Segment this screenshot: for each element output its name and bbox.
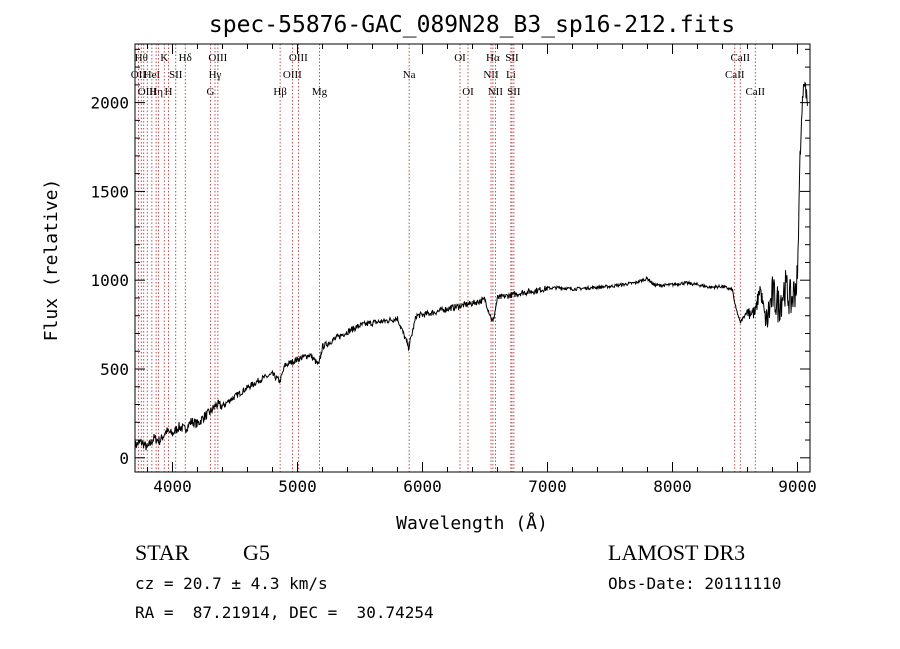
line-label: OIII — [289, 52, 308, 64]
x-tick-label: 6000 — [403, 477, 442, 496]
x-tick-label: 5000 — [278, 477, 317, 496]
emission-line-markers: OIIHθOIIIHeIHηKHSIIHδGHγOIIIHβOIIIOIIIMg… — [131, 44, 765, 472]
coordinates: RA = 87.21914, DEC = 30.74254 — [135, 603, 434, 622]
x-axis-label: Wavelength (Å) — [396, 512, 548, 534]
line-label: HeI — [144, 69, 161, 81]
spectrum-chart: spec-55876-GAC_089N28_B3_sp16-212.fits O… — [41, 12, 817, 534]
object-class: STAR — [135, 540, 190, 565]
line-label: Hθ — [135, 52, 148, 64]
plot-frame — [134, 43, 811, 473]
line-label: CaII — [745, 86, 765, 98]
y-tick-label: 0 — [119, 449, 129, 468]
spectrum-series — [134, 81, 808, 451]
y-tick-label: 1000 — [90, 271, 129, 290]
line-label: Li — [506, 69, 516, 81]
line-label: Na — [403, 69, 416, 81]
line-label: CaII — [730, 52, 750, 64]
x-tick-label: 7000 — [528, 477, 567, 496]
chart-title: spec-55876-GAC_089N28_B3_sp16-212.fits — [209, 12, 735, 38]
plot-axes: 4000 5000 6000 7000 8000 9000 0 500 1000 1500 2000 — [90, 43, 817, 496]
line-label: OI — [462, 86, 474, 98]
line-label: Hα — [486, 52, 500, 64]
x-tick-label: 4000 — [153, 477, 192, 496]
y-tick-label: 2000 — [90, 94, 129, 113]
line-label: Hη — [149, 86, 163, 98]
survey-name: LAMOST DR3 — [608, 540, 746, 565]
line-label: NII — [488, 86, 504, 98]
x-tick-label: 9000 — [778, 477, 817, 496]
line-label: OIII — [283, 69, 302, 81]
line-label: Hγ — [209, 69, 222, 81]
line-label: Hδ — [179, 52, 192, 64]
y-tick-label: 500 — [100, 360, 129, 379]
line-label: SII — [507, 86, 521, 98]
line-label: K — [160, 52, 168, 64]
y-tick-label: 1500 — [90, 182, 129, 201]
line-label: SII — [169, 69, 183, 81]
y-axis-label: Flux (relative) — [41, 179, 62, 342]
x-tick-label: 8000 — [653, 477, 692, 496]
object-subclass: G5 — [243, 540, 270, 565]
line-label: G — [207, 86, 215, 98]
observation-date: Obs-Date: 20111110 — [608, 574, 782, 593]
redshift-velocity: cz = 20.7 ± 4.3 km/s — [135, 574, 328, 593]
line-label: OI — [454, 52, 466, 64]
line-label: OIII — [138, 86, 157, 98]
line-label: Mg — [312, 86, 328, 98]
line-label: NII — [483, 69, 499, 81]
line-label: OIII — [208, 52, 227, 64]
line-label: H — [165, 86, 173, 98]
line-label: Hβ — [273, 86, 287, 98]
line-label: CaII — [725, 69, 745, 81]
line-label: SII — [505, 52, 519, 64]
